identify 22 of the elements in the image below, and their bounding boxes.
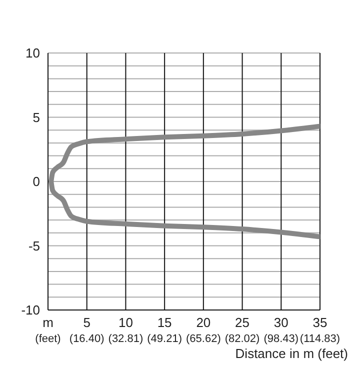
x2-tick-label: (114.83) xyxy=(300,332,340,345)
y-tick-label: -5 xyxy=(28,238,40,254)
x-tick-label: 25 xyxy=(235,315,250,330)
x2-tick-label: (82.02) xyxy=(224,332,260,345)
x2-tick-label: (65.62) xyxy=(186,332,221,345)
x-tick-label: 30 xyxy=(274,315,288,330)
x-tick-label: m xyxy=(42,315,54,330)
y-tick-label: 5 xyxy=(32,110,40,125)
x2-tick-label: (32.81) xyxy=(108,332,144,345)
y-tick-label: -10 xyxy=(21,302,40,318)
y-tick-label: 10 xyxy=(26,46,40,61)
x-tick-label: 15 xyxy=(157,315,172,330)
x2-tick-label: (98.43) xyxy=(264,332,299,345)
x2-tick-label: (16.40) xyxy=(69,332,104,345)
x-tick-label: 35 xyxy=(312,315,328,330)
x-tick-label: 10 xyxy=(118,315,133,330)
x2-tick-label: (49.21) xyxy=(147,332,182,345)
x-tick-label: 5 xyxy=(83,315,90,330)
y-tick-label: 0 xyxy=(32,174,40,190)
x2-tick-label: (feet) xyxy=(35,332,61,345)
x-axis-title: Distance in m (feet) xyxy=(235,346,348,361)
x-tick-label: 20 xyxy=(196,315,211,330)
